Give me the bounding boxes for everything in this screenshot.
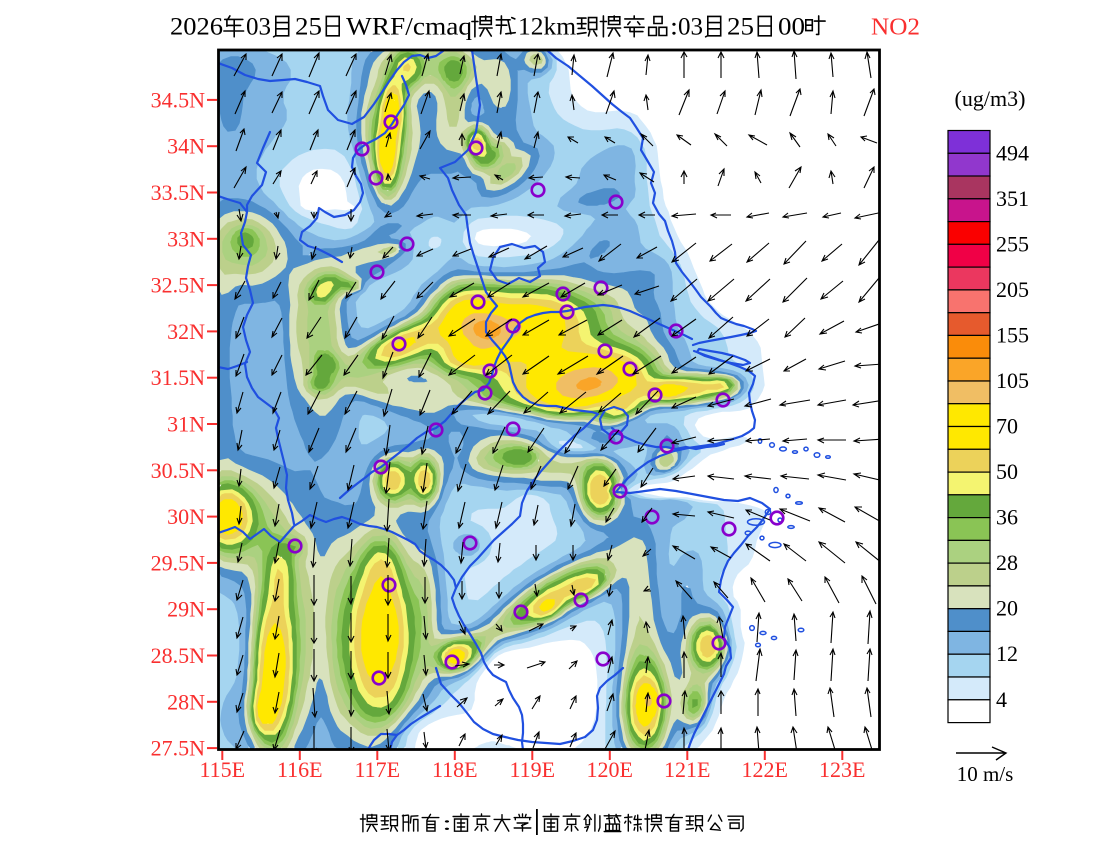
svg-text:105: 105 [996, 368, 1029, 393]
svg-text:12km: 12km [518, 14, 577, 41]
svg-text:351: 351 [996, 186, 1029, 211]
svg-text:33.5N: 33.5N [151, 180, 206, 205]
svg-text:115E: 115E [199, 757, 245, 782]
svg-text:119E: 119E [509, 757, 555, 782]
svg-text::: : [670, 14, 678, 41]
svg-text:118E: 118E [432, 757, 478, 782]
svg-text:255: 255 [996, 231, 1029, 256]
svg-text:117E: 117E [354, 757, 400, 782]
svg-text:28N: 28N [167, 689, 205, 714]
svg-text:28.5N: 28.5N [151, 643, 206, 668]
svg-text:00: 00 [778, 14, 805, 41]
svg-text:70: 70 [996, 414, 1018, 439]
svg-text:205: 205 [996, 277, 1029, 302]
svg-text:25: 25 [295, 14, 322, 41]
svg-text:20: 20 [996, 596, 1018, 621]
svg-text:32N: 32N [167, 319, 205, 344]
svg-text:WRF/cmaq: WRF/cmaq [346, 14, 473, 41]
svg-text:116E: 116E [277, 757, 323, 782]
svg-text::: : [442, 813, 452, 835]
svg-text:30.5N: 30.5N [151, 458, 206, 483]
svg-text:(ug/m3): (ug/m3) [955, 86, 1026, 111]
svg-text:4: 4 [996, 687, 1007, 712]
svg-text:29.5N: 29.5N [151, 550, 206, 575]
svg-text:31N: 31N [167, 412, 205, 437]
svg-text:27.5N: 27.5N [151, 736, 206, 761]
svg-text:NO2: NO2 [871, 15, 920, 41]
svg-text:33N: 33N [167, 226, 205, 251]
svg-text:36: 36 [996, 505, 1018, 530]
svg-text:28: 28 [996, 550, 1018, 575]
svg-text:03: 03 [246, 14, 271, 41]
svg-text:155: 155 [996, 322, 1029, 347]
svg-text:25: 25 [727, 14, 754, 41]
svg-text:29N: 29N [167, 597, 205, 622]
svg-text:122E: 122E [742, 757, 788, 782]
svg-text:123E: 123E [819, 757, 865, 782]
svg-text:50: 50 [996, 459, 1018, 484]
svg-text:120E: 120E [587, 757, 633, 782]
svg-text:34N: 34N [167, 134, 205, 159]
svg-text:31.5N: 31.5N [151, 365, 206, 390]
svg-text:34.5N: 34.5N [151, 87, 206, 112]
svg-text:03: 03 [678, 14, 703, 41]
svg-text:30N: 30N [167, 504, 205, 529]
svg-text:10 m/s: 10 m/s [957, 762, 1014, 786]
svg-text:121E: 121E [664, 757, 710, 782]
svg-text:2026: 2026 [170, 14, 223, 41]
svg-text:32.5N: 32.5N [151, 273, 206, 298]
svg-text:12: 12 [996, 641, 1018, 666]
svg-text:494: 494 [996, 140, 1029, 165]
